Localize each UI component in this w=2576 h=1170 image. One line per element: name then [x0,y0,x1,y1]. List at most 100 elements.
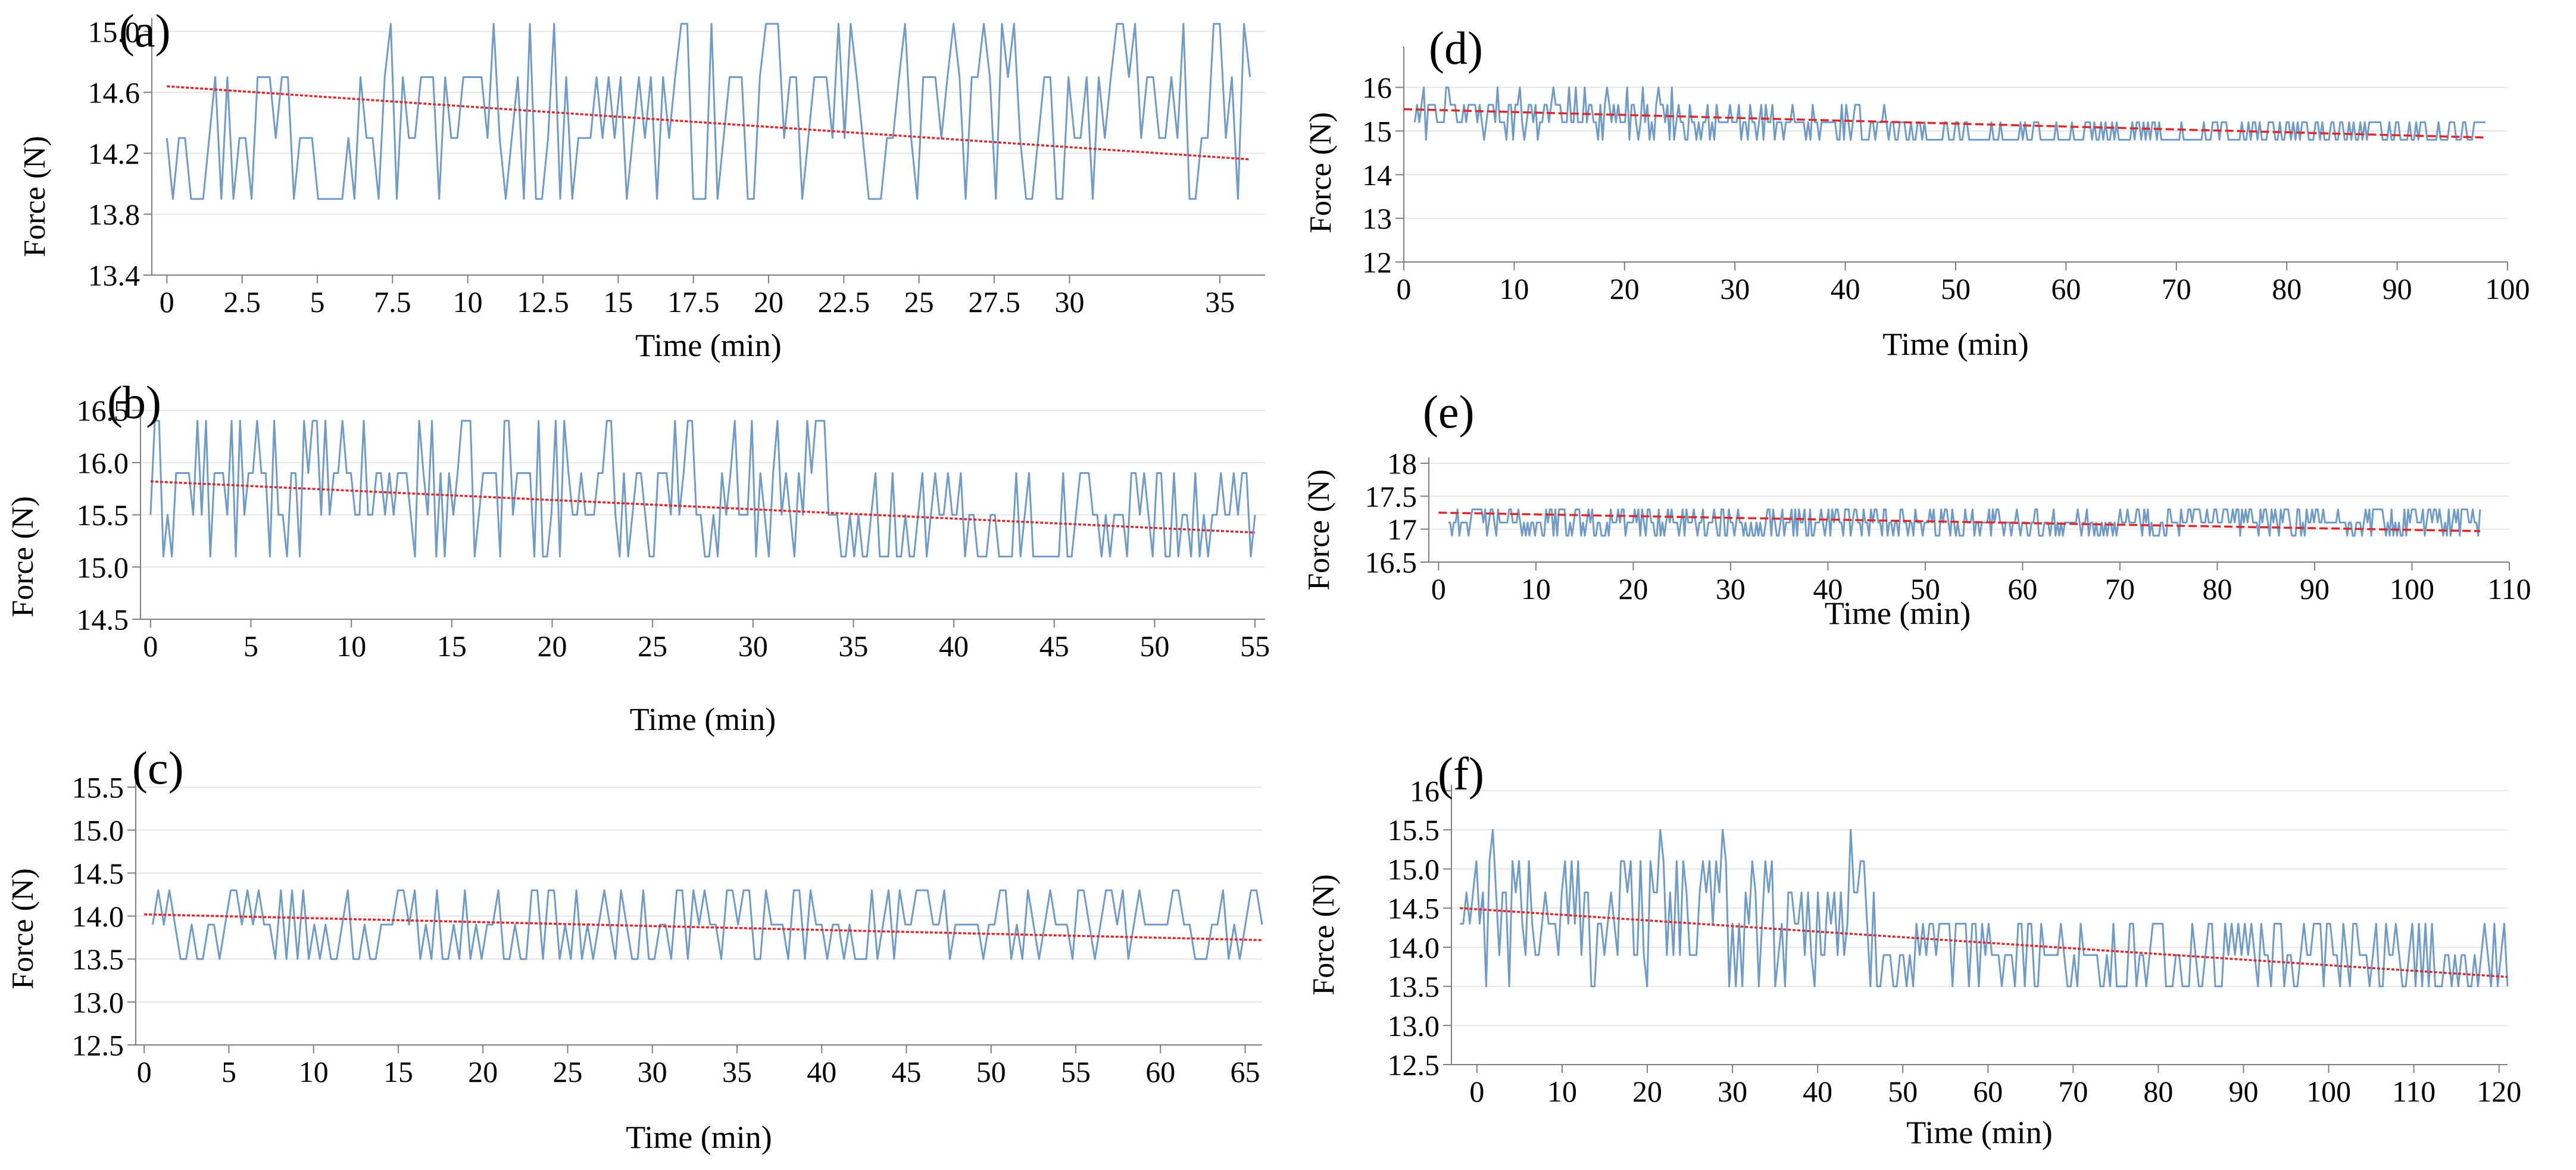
panel-a-x-tick-label: 5 [310,285,324,319]
panel-f-y-tick-label: 12.5 [1388,1049,1440,1082]
panel-c-y-tick-label: 15.0 [72,814,124,847]
panel-b-x-tick-label: 35 [838,629,868,663]
panel-d-y-axis-title: Force (N) [1304,112,1338,233]
panel-c-x-tick-label: 40 [807,1055,836,1088]
panel-a-x-tick-label: 30 [1054,285,1084,319]
panel-b-x-axis-title: Time (min) [630,701,776,737]
panel-f-x-tick-label: 90 [2229,1075,2259,1108]
panel-a-x-tick-label: 20 [754,285,783,319]
panel-b-x-tick-label: 20 [538,629,567,663]
panel-f-force-series [1460,829,2509,988]
panel-a-force-series [166,23,1251,200]
panel-c-x-tick-label: 30 [638,1055,667,1088]
panel-c-x-tick-label: 35 [722,1055,752,1088]
panel-d-y-tick-label: 15 [1362,115,1392,148]
panel-e-x-tick-label: 10 [1521,572,1551,606]
panel-b-x-tick-label: 10 [336,629,366,663]
panel-c-x-tick-label: 50 [976,1055,1006,1088]
panel-a-x-tick-label: 25 [904,285,934,319]
panel-f-letter: (f) [1438,748,1484,800]
panel-f-x-tick-label: 30 [1718,1075,1747,1108]
panel-d-y-tick-label: 13 [1362,202,1392,235]
panel-f-x-tick-label: 70 [2058,1075,2088,1108]
panel-d-force-series [1414,86,2486,141]
panel-b-force-series [149,420,1256,558]
panel-d-x-tick-label: 60 [2051,272,2081,305]
panel-b-x-tick-label: 25 [638,629,667,663]
panel-c-x-tick-label: 45 [892,1055,922,1088]
panel-b-y-tick-label: 14.5 [77,603,129,637]
panel-f-chart: 12.5 13.0 13.5 14.0 14.5 15.0 15.5 16 0 10 20 30 40 5… [1307,748,2521,1150]
panel-c-x-tick-label: 5 [221,1055,236,1088]
panel-e-letter: (e) [1423,386,1475,438]
panel-d-y-tick-label: 14 [1362,158,1392,192]
panel-d-x-tick-label: 40 [1831,272,1860,305]
panel-f-x-tick-label: 60 [1973,1075,2003,1108]
panel-d-y-tick-label: 12 [1362,246,1392,279]
panel-d-x-tick-label: 50 [1941,272,1971,305]
panel-d-x-tick-label: 30 [1720,272,1750,305]
panel-d-x-tick-label: 20 [1610,272,1640,305]
panel-d-x-tick-label: 10 [1499,272,1529,305]
panel-f-y-tick-label: 14.5 [1388,892,1440,925]
panel-b-chart: 14.5 15.0 15.5 16.0 16.5 0 5 10 15 20 25 30 35 40 45 50… [6,376,1270,737]
panel-e-y-axis-title: Force (N) [1302,469,1336,591]
panel-f-x-tick-label: 20 [1632,1075,1662,1108]
panel-a-x-tick-label: 35 [1205,285,1235,319]
panel-c-y-axis-title: Force (N) [6,868,40,990]
panel-a-x-tick-label: 0 [160,285,174,319]
panel-e-x-tick-label: 30 [1716,572,1746,606]
panel-a-y-tick-label: 14.6 [88,76,140,110]
panel-b-x-tick-label: 50 [1139,629,1169,663]
panel-a-x-tick-label: 10 [453,285,483,319]
panel-b-x-tick-label: 30 [738,629,768,663]
panel-a-y-axis-title: Force (N) [18,136,52,257]
panel-b-trend-line [150,480,1256,534]
panel-c-y-tick-label: 12.5 [72,1029,124,1062]
panel-f-y-tick-label: 13.0 [1388,1009,1440,1043]
panel-c-x-axis-title: Time (min) [626,1119,772,1155]
panel-e-x-tick-label: 100 [2390,572,2434,606]
panel-b-y-tick-label: 16.0 [77,446,129,479]
panel-b-x-tick-label: 45 [1039,629,1069,663]
panel-a-x-axis-title: Time (min) [635,327,782,363]
panel-e-x-tick-label: 110 [2487,572,2531,606]
panel-b-x-tick-label: 0 [143,629,158,663]
panel-f-trend-line [1460,907,2508,978]
panel-c-chart: 12.5 13.0 13.5 14.0 14.5 15.0 15.5 0 5 10 15 20 25 30… [6,742,1263,1155]
panel-b-y-tick-label: 15.5 [77,498,129,532]
panel-f-x-tick-label: 100 [2306,1075,2351,1108]
panel-e-x-tick-label: 90 [2300,572,2330,606]
panel-b-x-tick-label: 5 [243,629,258,663]
panel-c-x-tick-label: 55 [1061,1055,1091,1088]
panel-f-x-tick-label: 80 [2143,1075,2173,1108]
panel-f-y-tick-label: 13.5 [1388,970,1440,1003]
panel-c-y-tick-label: 13.0 [72,985,124,1019]
panel-c-x-tick-label: 0 [137,1055,152,1088]
panel-a-letter: (a) [119,5,171,57]
panel-d-chart: 12 13 14 15 16 0 10 20 30 40 50 60 70 80 90 100 (d) Time … [1304,22,2530,362]
panel-d-x-tick-label: 90 [2383,272,2412,305]
panel-c-x-tick-label: 60 [1145,1055,1175,1088]
panel-e-x-tick-label: 50 [1910,572,1940,606]
panel-b-y-tick-label: 15.0 [77,551,129,584]
panel-f-x-tick-label: 40 [1803,1075,1832,1108]
panel-b-letter: (b) [107,376,161,428]
panel-e-x-tick-label: 40 [1813,572,1843,606]
panel-a-x-tick-label: 27.5 [968,285,1020,319]
panel-a-y-tick-label: 14.2 [88,137,140,170]
panel-b-y-tick-label: 16.5 [77,394,129,428]
panel-e-x-tick-label: 0 [1431,572,1446,606]
panel-d-y-tick-label: 16 [1362,71,1392,104]
panel-c-x-tick-label: 65 [1231,1055,1260,1088]
panel-e-y-tick-label: 18 [1387,447,1417,481]
panel-a-x-tick-label: 7.5 [374,285,411,319]
panel-a-y-tick-label: 15.0 [88,15,140,48]
panel-e-y-tick-label: 17.5 [1365,480,1417,513]
panel-f-x-tick-label: 110 [2392,1075,2436,1108]
panel-b-x-tick-label: 55 [1240,629,1270,663]
panel-a-y-tick-label: 13.4 [88,259,140,292]
panel-c-trend-line [144,913,1263,941]
